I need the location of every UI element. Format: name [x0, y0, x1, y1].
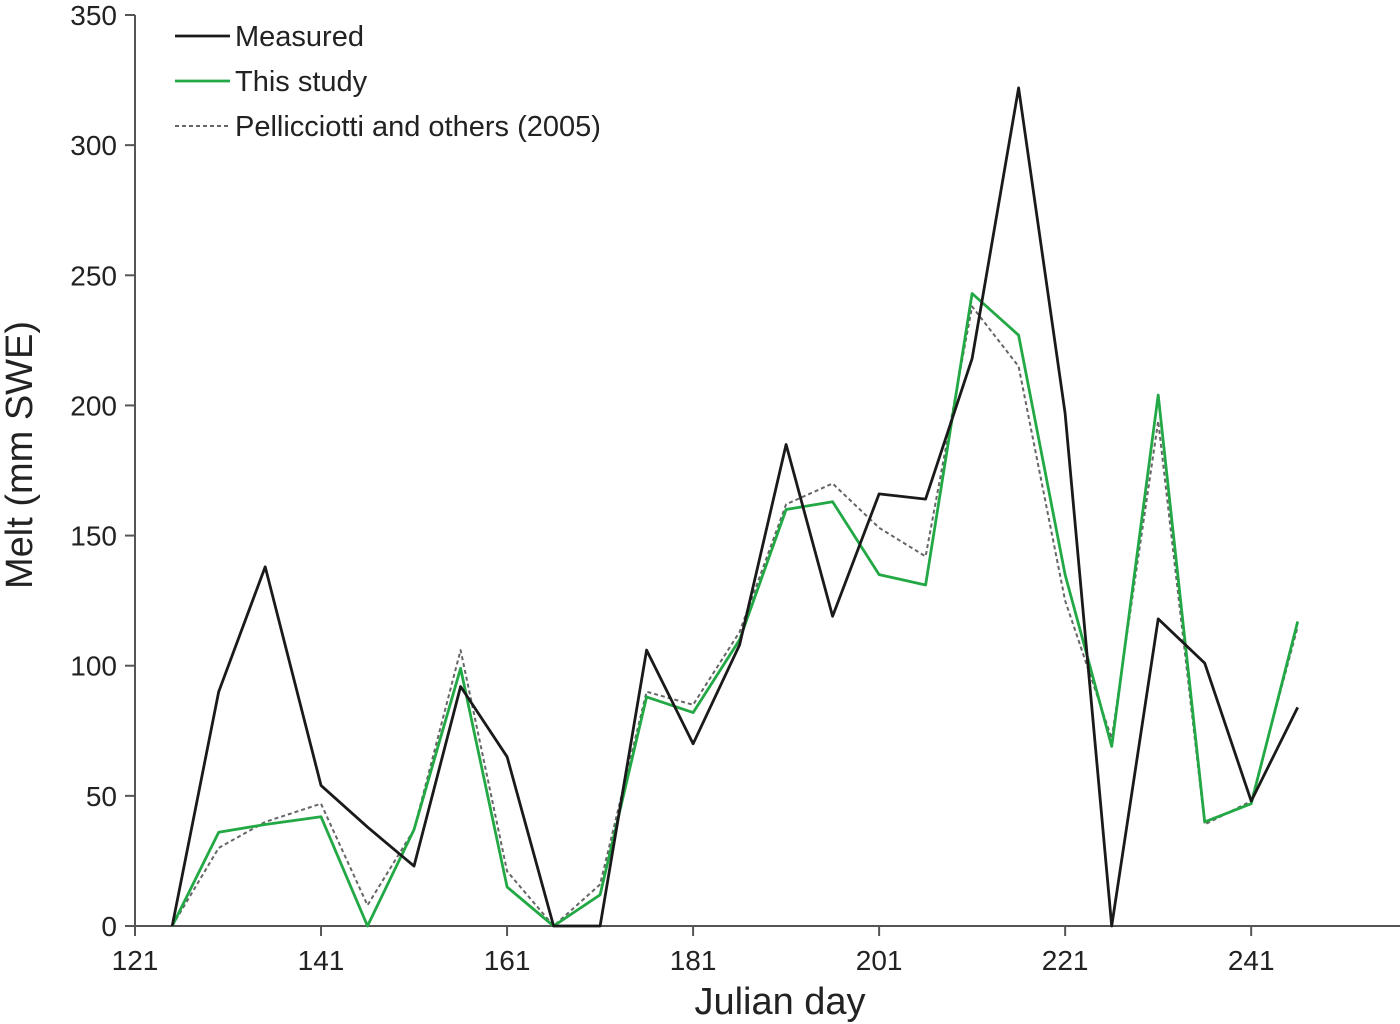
x-tick-label: 221: [1042, 945, 1089, 976]
legend-label: Pellicciotti and others (2005): [235, 111, 601, 143]
y-tick-label: 350: [70, 0, 117, 31]
legend-label: This study: [235, 66, 368, 98]
series-line-measured: [170, 86, 1299, 928]
tick-labels: 0 50 100 150 200 250 300 350 121 141 161 181 201 221 2…: [70, 0, 1274, 976]
x-tick-label: 181: [670, 945, 717, 976]
y-tick-label: 200: [70, 390, 117, 421]
series-line-this-study: [170, 292, 1300, 928]
y-tick-label: 300: [70, 130, 117, 161]
legend-label: Measured: [235, 21, 364, 53]
y-tick-label: 50: [86, 781, 117, 812]
y-axis-title: Melt (mm SWE): [0, 321, 41, 589]
series-line-pellicciotti-and-others-2005: [171, 305, 1299, 927]
y-tick-label: 250: [70, 260, 117, 291]
legend: Measured This study Pellicciotti and other…: [175, 21, 601, 143]
x-tick-label: 141: [298, 945, 345, 976]
x-axis-title: Julian day: [694, 981, 865, 1023]
x-tick-label: 201: [856, 945, 903, 976]
x-tick-label: 241: [1228, 945, 1275, 976]
y-tick-label: 150: [70, 521, 117, 552]
axes: [125, 14, 1400, 936]
y-tick-label: 100: [70, 651, 117, 682]
x-tick-label: 161: [484, 945, 531, 976]
y-tick-label: 0: [101, 911, 117, 942]
x-tick-label: 121: [112, 945, 159, 976]
series-lines: [170, 86, 1300, 928]
